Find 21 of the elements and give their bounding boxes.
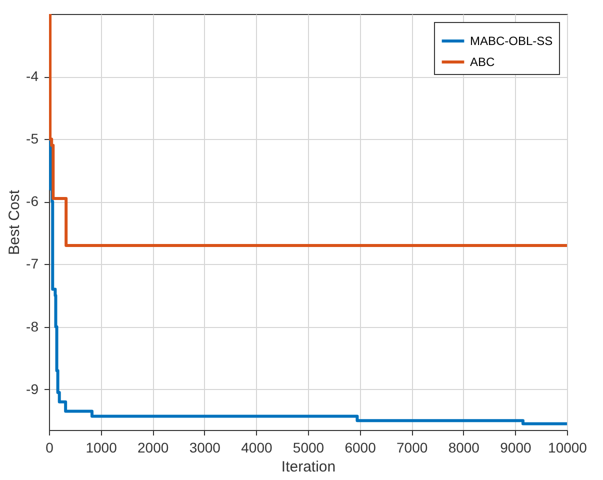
x-tick-label: 6000 [344, 440, 376, 456]
y-tick-label: -6 [26, 193, 39, 210]
x-tick-label: 0 [46, 440, 54, 456]
x-tick-label: 8000 [448, 440, 480, 456]
x-tick-label: 10000 [548, 440, 588, 456]
x-axis-title: Iteration [281, 458, 336, 476]
x-tick-label: 3000 [189, 440, 221, 456]
x-tick-label: 5000 [292, 440, 324, 456]
x-tick-label: 2000 [138, 440, 169, 456]
y-tick-label: -4 [26, 68, 39, 84]
x-tick-label: 9000 [500, 440, 532, 456]
legend-label: MABC-OBL-SS [470, 34, 553, 48]
x-tick-label: 7000 [396, 440, 428, 456]
legend-label: ABC [470, 55, 496, 69]
x-tick-label: 1000 [86, 440, 118, 456]
x-tick-label: 4000 [241, 440, 272, 456]
y-tick-label: -7 [26, 256, 39, 272]
y-tick-label: -9 [26, 380, 39, 397]
y-tick-label: -5 [26, 130, 39, 147]
y-axis-title: Best Cost [6, 189, 24, 256]
y-tick-label: -8 [26, 318, 39, 334]
